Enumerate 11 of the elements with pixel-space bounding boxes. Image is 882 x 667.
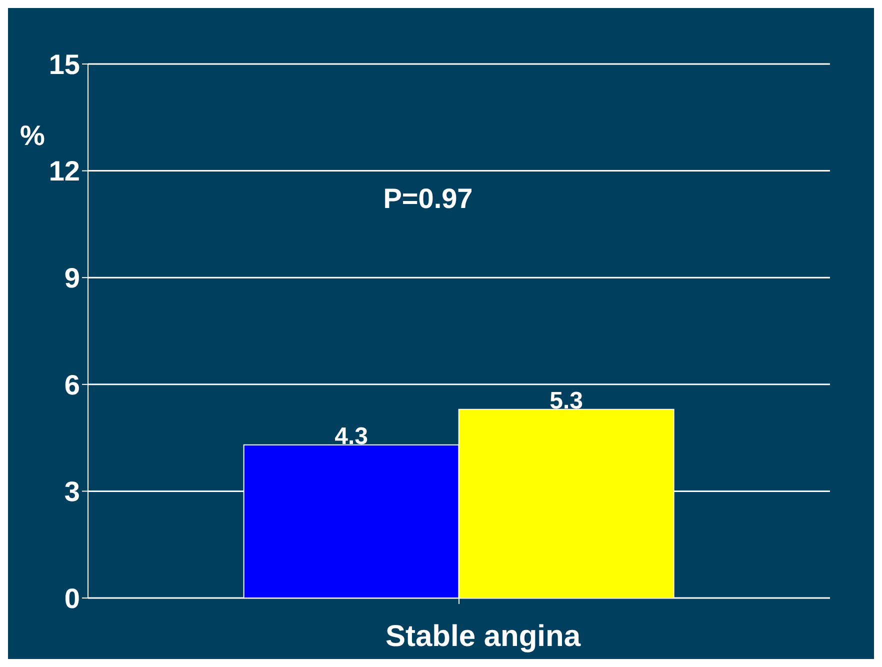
y-tick-label: 3 — [64, 476, 80, 508]
y-tick-label: 12 — [48, 156, 80, 187]
y-axis-title: % — [20, 120, 45, 152]
data-label: 4.3 — [334, 422, 368, 450]
y-tick-label: 6 — [64, 369, 80, 400]
y-tick-label: 9 — [64, 262, 80, 294]
x-axis-title: Stable angina — [384, 620, 582, 654]
data-label: 5.3 — [550, 387, 584, 414]
y-tick-label: 0 — [64, 582, 80, 614]
annotation: P=0.97 — [383, 183, 473, 215]
y-tick-label: 15 — [48, 48, 80, 80]
